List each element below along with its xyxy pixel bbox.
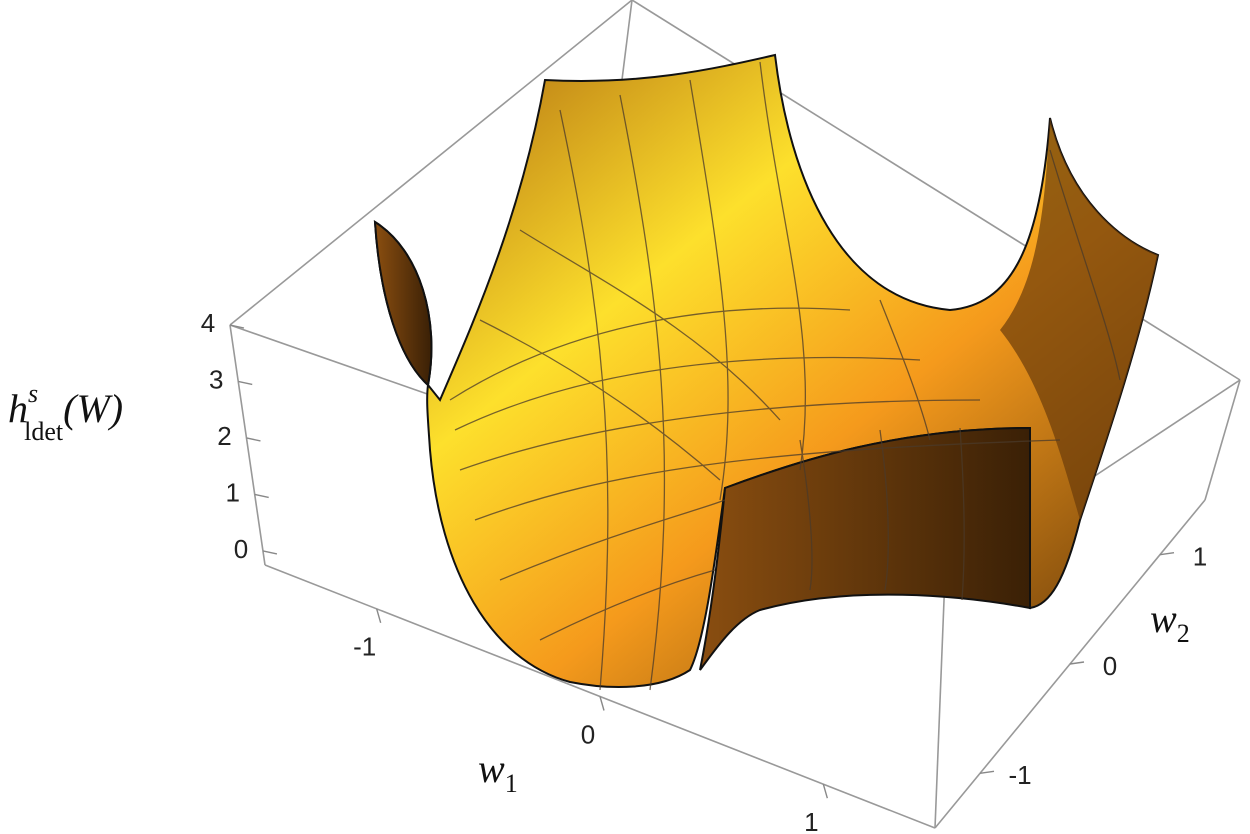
y-label-main: w <box>1150 596 1177 641</box>
z-label-arg: (W) <box>63 386 123 431</box>
y-label-sub: 2 <box>1177 619 1190 648</box>
y-tick <box>1069 661 1085 665</box>
z-tick <box>254 493 269 499</box>
x-tick-label: 1 <box>804 807 818 834</box>
x-tick <box>822 783 829 799</box>
z-tick <box>246 437 261 442</box>
box-edge <box>229 324 266 566</box>
mesh <box>449 61 1121 691</box>
z-tick-label: 1 <box>225 477 239 507</box>
z-tick <box>229 324 245 329</box>
z-tick-label: 0 <box>234 534 248 564</box>
z-tick-label: 2 <box>217 421 231 451</box>
z-label-main: h <box>8 386 28 431</box>
z-label-sup: s <box>28 379 38 408</box>
z-label-sub: ldet <box>24 417 64 446</box>
z-tick-label: 4 <box>201 308 215 338</box>
surface <box>373 53 1160 691</box>
y-tick-label: 0 <box>1103 651 1117 681</box>
box-edge <box>229 0 633 326</box>
x-label-sub: 1 <box>505 769 518 798</box>
x-tick-label: -1 <box>353 632 376 662</box>
ticks: -1 0 1 -1 0 1 0 1 2 3 4 <box>201 308 1207 834</box>
surface-fin <box>699 426 1031 671</box>
y-tick <box>979 770 995 775</box>
x-tick <box>375 608 382 624</box>
box-edge <box>934 574 946 829</box>
z-tick <box>262 550 278 555</box>
surface-fin <box>373 220 433 387</box>
surface-fin <box>1000 118 1158 520</box>
x-tick-label: 0 <box>581 719 595 749</box>
x-tick <box>599 696 605 711</box>
x-label-main: w <box>478 746 505 791</box>
y-axis-label: w2 <box>1150 596 1190 648</box>
box-edge <box>1204 379 1241 501</box>
y-tick-label: -1 <box>1008 760 1031 790</box>
z-tick <box>238 380 253 386</box>
y-tick <box>1159 551 1175 556</box>
x-axis-label: w1 <box>478 746 518 798</box>
y-tick-label: 1 <box>1193 542 1207 572</box>
z-axis-label: hs ldet(W) <box>8 379 123 446</box>
z-tick-label: 3 <box>209 364 223 394</box>
